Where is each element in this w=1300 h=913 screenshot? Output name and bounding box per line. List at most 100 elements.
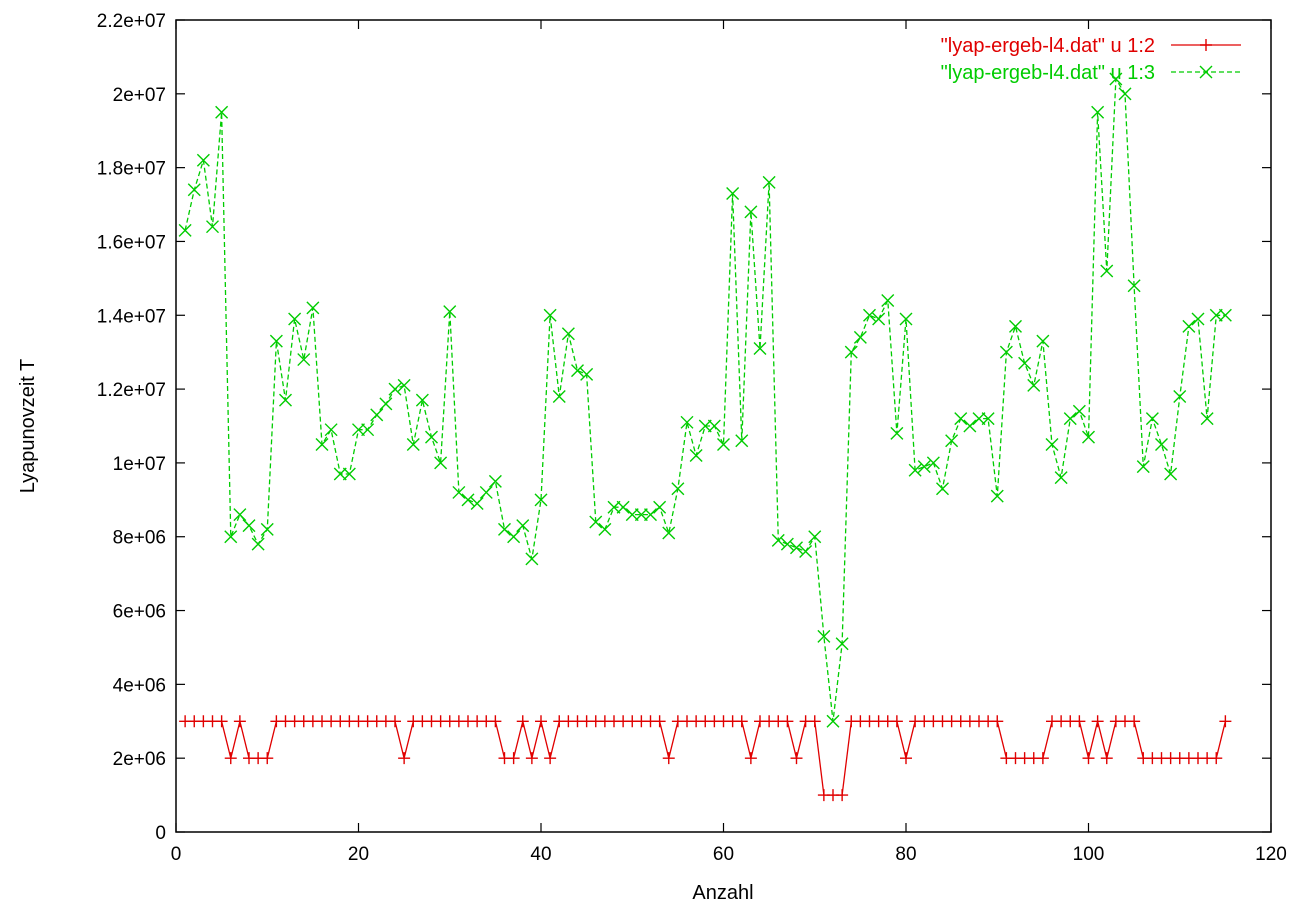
data-point-marker <box>780 537 794 551</box>
data-point-marker <box>890 715 903 728</box>
data-point-marker <box>726 186 740 200</box>
data-point-marker <box>288 312 302 326</box>
data-point-marker <box>342 467 356 481</box>
data-point-marker <box>790 541 803 555</box>
data-point-marker <box>781 715 794 728</box>
data-point-marker <box>954 412 968 426</box>
data-point-marker <box>771 533 785 547</box>
data-point-marker <box>297 353 311 367</box>
data-point-marker <box>698 419 712 433</box>
data-point-marker <box>1082 430 1095 444</box>
data-point-marker <box>461 493 475 507</box>
data-point-marker <box>543 308 557 322</box>
data-point-marker <box>991 715 1004 728</box>
data-point-marker <box>1199 65 1213 79</box>
y-tick-label: 1.2e+07 <box>97 380 166 401</box>
data-point-marker <box>972 412 986 426</box>
data-point-marker <box>535 715 547 728</box>
data-point-marker <box>625 508 639 522</box>
data-point-marker <box>835 637 849 651</box>
data-point-marker <box>398 752 411 765</box>
data-point-marker <box>744 205 758 219</box>
data-point-marker <box>1072 404 1086 418</box>
data-point-marker <box>389 715 401 728</box>
data-point-marker <box>1210 752 1223 765</box>
data-point-marker <box>1219 715 1232 728</box>
data-point-marker <box>990 489 1004 503</box>
data-point-marker <box>680 415 694 429</box>
data-point-marker <box>434 456 448 470</box>
data-point-marker <box>498 522 511 536</box>
data-point-marker <box>215 105 229 119</box>
data-point-marker <box>1200 412 1214 426</box>
data-point-marker <box>653 500 667 514</box>
data-point-marker <box>1027 378 1041 392</box>
data-point-marker <box>790 752 803 765</box>
data-point-marker <box>306 301 320 315</box>
x-axis-ticks: 0 20 40 60 80 100 120 <box>171 20 1287 865</box>
data-point-marker <box>863 308 876 322</box>
data-point-marker <box>406 437 420 451</box>
data-point-marker <box>1036 752 1049 765</box>
series-2 <box>178 72 1232 728</box>
data-point-marker <box>580 367 594 381</box>
data-point-marker <box>242 519 256 533</box>
legend: "lyap-ergeb-l4.dat" u 1:2 "lyap-ergeb-l4… <box>941 35 1241 84</box>
x-tick-label: 40 <box>530 844 551 865</box>
data-point-marker <box>917 460 931 474</box>
data-point-marker <box>534 493 548 507</box>
data-point-marker <box>744 752 757 765</box>
data-point-marker <box>178 223 192 237</box>
data-point-marker <box>206 220 219 234</box>
data-point-marker <box>853 330 867 344</box>
data-point-marker <box>525 552 539 566</box>
data-point-marker <box>224 752 237 765</box>
data-point-marker <box>899 312 913 326</box>
data-point-marker <box>187 183 201 197</box>
data-point-marker <box>544 752 557 765</box>
data-point-marker <box>1118 87 1132 101</box>
data-point-marker <box>872 312 886 326</box>
data-point-marker <box>516 715 529 728</box>
data-point-marker <box>571 364 584 378</box>
data-point-marker <box>507 530 521 544</box>
y-axis-ticks: 0 2e+06 4e+06 6e+06 8e+06 1e+07 1.2e+07 1.4e+07… <box>97 11 1271 844</box>
data-point-marker <box>589 515 603 529</box>
plot-frame <box>175 19 1272 833</box>
x-axis-label: Anzahl <box>692 882 753 904</box>
y-tick-label: 2.2e+07 <box>97 11 166 32</box>
data-point-marker <box>370 408 384 422</box>
data-point-marker <box>224 530 238 544</box>
series-line <box>184 76 1226 722</box>
data-point-marker <box>707 419 721 433</box>
data-point-marker <box>507 752 520 765</box>
data-point-marker <box>1164 467 1178 481</box>
data-point-marker <box>1091 715 1104 728</box>
data-point-marker <box>1218 308 1232 322</box>
data-point-marker <box>443 305 457 319</box>
data-point-marker <box>908 463 922 477</box>
data-point-marker <box>1155 437 1168 451</box>
y-tick-label: 8e+06 <box>113 528 166 549</box>
data-point-marker <box>999 345 1013 359</box>
legend-samples <box>1171 39 1241 79</box>
data-point-marker <box>1109 72 1123 86</box>
data-point-marker <box>261 752 274 765</box>
y-axis-label: Lyapunovzeit T <box>17 359 39 494</box>
data-point-marker <box>808 530 822 544</box>
data-point-marker <box>936 482 949 496</box>
data-point-marker <box>361 423 375 437</box>
data-point-marker <box>817 629 831 643</box>
data-point-marker <box>260 522 274 536</box>
series-layer <box>178 72 1232 802</box>
data-point-marker <box>233 715 246 728</box>
data-point-marker <box>616 500 630 514</box>
data-point-marker <box>215 715 228 728</box>
data-point-marker <box>1100 752 1113 765</box>
data-point-marker <box>717 437 730 451</box>
data-point-marker <box>945 434 959 448</box>
data-point-marker <box>1145 412 1159 426</box>
data-point-marker <box>735 434 749 448</box>
data-point-marker <box>1082 752 1095 765</box>
x-tick-label: 20 <box>348 844 369 865</box>
